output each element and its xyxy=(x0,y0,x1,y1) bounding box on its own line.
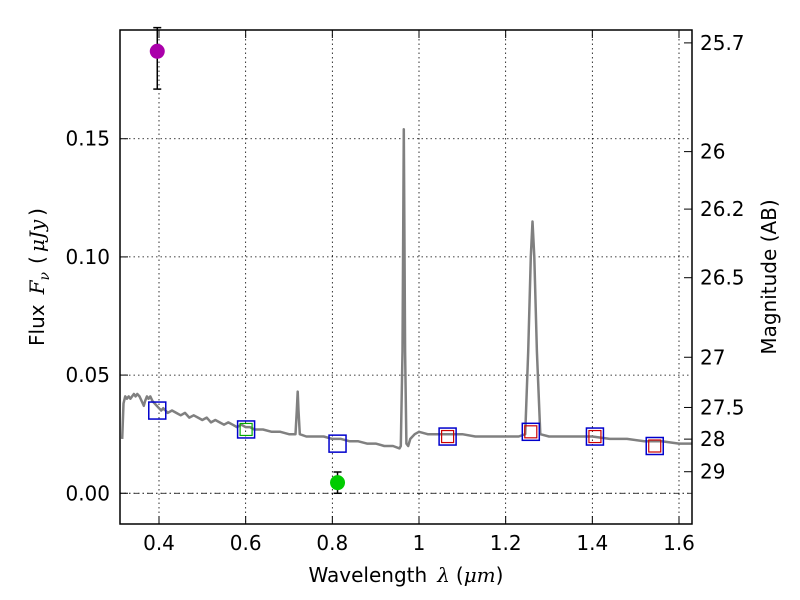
plot-background xyxy=(120,30,692,524)
y2-tick-label: 26.5 xyxy=(700,266,745,290)
y-tick-label: 0.10 xyxy=(65,245,110,269)
observed-band-box xyxy=(524,425,538,439)
model-band-marker xyxy=(585,427,605,446)
x-tick-label: 1.2 xyxy=(490,531,522,555)
y-tick-label: 0.15 xyxy=(65,127,110,151)
observed-blue-band-marker xyxy=(149,43,165,59)
model-band-marker xyxy=(236,420,256,439)
y-axis-title-subscript: ν xyxy=(37,272,53,281)
y2-tick-label: 29 xyxy=(700,460,725,484)
y2-tick-label: 28 xyxy=(700,427,725,451)
y2-tick-label: 27.5 xyxy=(700,395,745,419)
x-axis-title-prefix: Wavelength xyxy=(309,563,428,587)
observed-band-box xyxy=(441,429,455,444)
plot-frame xyxy=(119,29,693,525)
model-band-marker xyxy=(328,434,347,453)
x-tick-label: 1 xyxy=(413,531,426,555)
x-tick-labels: 0.4 0.6 0.8 1 1.2 1.4 1.6 xyxy=(143,531,695,555)
model-band-marker xyxy=(438,427,457,446)
model-photometry-layer xyxy=(148,401,664,456)
x-axis-title-symbol: λ xyxy=(436,563,450,587)
y-axis-title-prefix: Flux xyxy=(25,304,49,346)
y-axis-title-unit-open: ( xyxy=(25,256,49,264)
y2-tick-labels: 25.7 26 26.2 26.5 27 27.5 28 29 xyxy=(700,31,745,484)
y-tick-labels: 0.00 0.05 0.10 0.15 xyxy=(65,127,110,506)
x-tick-label: 1.4 xyxy=(576,531,608,555)
y-axis-title-unit: μJy xyxy=(25,219,49,252)
y-tick-label: 0.00 xyxy=(65,481,110,505)
y-axis-title-symbol: F xyxy=(25,279,49,295)
model-band-marker xyxy=(148,401,167,420)
x-axis-title-unit-open: ( xyxy=(456,563,464,587)
y2-tick-label: 26.2 xyxy=(700,197,745,221)
model-band-marker xyxy=(645,436,664,456)
observed-band-box xyxy=(588,429,602,444)
x-tick-label: 0.4 xyxy=(143,531,175,555)
y2-tick-label: 26 xyxy=(700,140,725,164)
y-tick-label: 0.05 xyxy=(65,363,110,387)
y2-axis-title: Magnitude (AB) xyxy=(757,199,781,354)
observed-i-band-marker xyxy=(330,475,346,491)
x-tick-label: 0.6 xyxy=(230,531,262,555)
model-band-marker xyxy=(521,422,541,442)
y2-tick-label: 27 xyxy=(700,345,725,369)
y-axis-title: Flux Fν ( μJy) xyxy=(25,208,53,346)
x-tick-label: 0.8 xyxy=(316,531,348,555)
observed-points-layer xyxy=(149,26,346,495)
x-tick-label: 1.6 xyxy=(663,531,695,555)
observed-band-box xyxy=(239,422,253,437)
y-axis-title-unit-close: ) xyxy=(25,208,49,216)
y2-tick-label: 25.7 xyxy=(700,31,745,55)
x-axis-title: Wavelength λ (μm) xyxy=(309,563,504,587)
observed-band-box xyxy=(648,439,662,453)
axis-ticks xyxy=(120,30,692,524)
x-axis-title-unit: μm xyxy=(464,563,496,587)
x-axis-title-unit-close: ) xyxy=(496,563,504,587)
